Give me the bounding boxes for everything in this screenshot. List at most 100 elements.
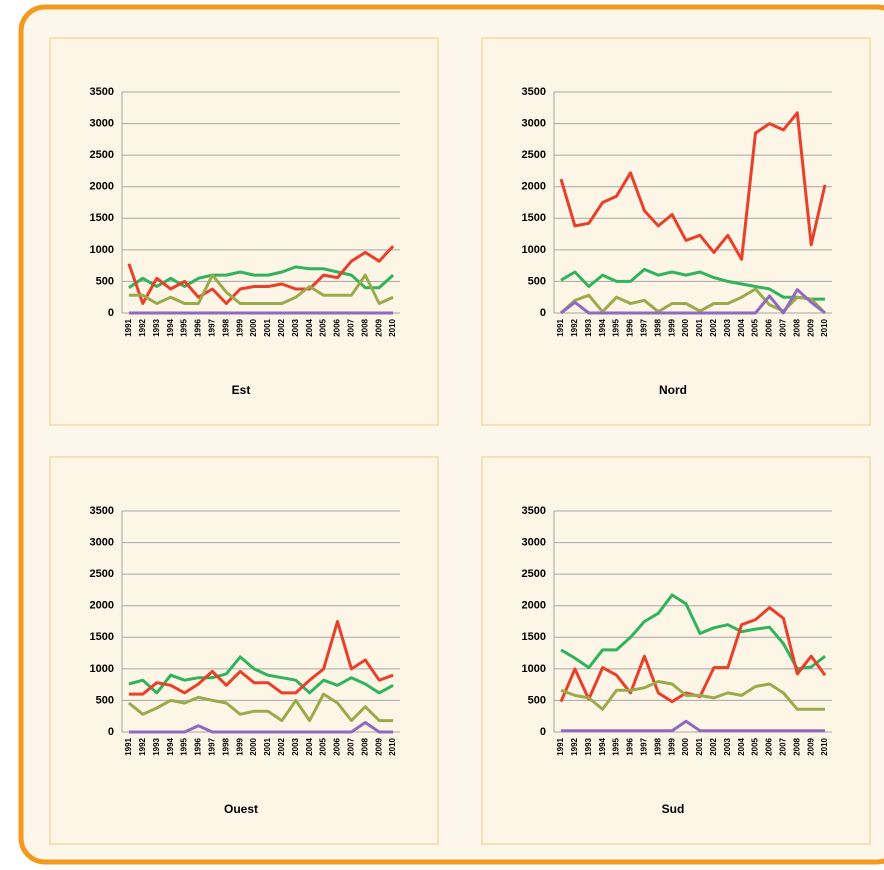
y-tick-label: 0 xyxy=(108,307,114,319)
x-tick-label: 2003 xyxy=(723,737,732,755)
x-tick-label: 2001 xyxy=(695,318,704,336)
x-tick-label: 2005 xyxy=(751,318,760,336)
x-tick-label: 2005 xyxy=(751,737,760,755)
x-tick-label: 2000 xyxy=(681,737,690,755)
x-tick-label: 1997 xyxy=(207,318,216,336)
x-tick-label: 1991 xyxy=(124,318,133,336)
x-tick-label: 2000 xyxy=(249,737,258,755)
y-tick-label: 3500 xyxy=(522,505,546,517)
x-tick-label: 1993 xyxy=(152,737,161,755)
series-line xyxy=(560,593,826,671)
x-tick-label: 1997 xyxy=(207,737,216,755)
x-tick-label: 2003 xyxy=(291,737,300,755)
y-tick-label: 2500 xyxy=(90,149,114,161)
x-tick-label: 2004 xyxy=(305,737,314,755)
series-line xyxy=(127,692,394,723)
y-tick-label: 3000 xyxy=(522,536,546,548)
y-tick-label: 2000 xyxy=(90,181,114,193)
x-tick-label: 2006 xyxy=(333,737,342,755)
x-tick-label: 2007 xyxy=(778,737,787,755)
x-tick-label: 2007 xyxy=(778,318,787,336)
x-tick-label: 2001 xyxy=(263,737,272,755)
series-line xyxy=(128,620,394,696)
x-tick-label: 2002 xyxy=(277,318,286,336)
chart-panel xyxy=(481,37,871,426)
x-tick-label: 2004 xyxy=(305,318,314,336)
x-tick-label: 1998 xyxy=(653,737,662,755)
x-tick-label: 1999 xyxy=(667,737,676,755)
x-tick-label: 1993 xyxy=(584,318,593,336)
y-tick-label: 2500 xyxy=(522,149,546,161)
x-tick-label: 1995 xyxy=(612,318,621,336)
x-tick-label: 1992 xyxy=(138,737,147,755)
y-tick-label: 0 xyxy=(540,726,546,738)
x-tick-label: 1997 xyxy=(639,737,648,755)
x-tick-label: 2002 xyxy=(277,737,286,755)
chart-title: Nord xyxy=(659,383,687,397)
y-tick-label: 500 xyxy=(96,275,114,287)
x-tick-label: 1994 xyxy=(166,737,175,755)
x-tick-label: 1997 xyxy=(639,318,648,336)
x-tick-label: 1992 xyxy=(570,737,579,755)
x-tick-label: 2009 xyxy=(806,318,815,336)
y-tick-label: 0 xyxy=(540,307,546,319)
x-tick-label: 2006 xyxy=(765,318,774,336)
x-tick-label: 1992 xyxy=(570,318,579,336)
x-tick-label: 2009 xyxy=(374,318,383,336)
x-tick-label: 2003 xyxy=(723,318,732,336)
x-tick-label: 1993 xyxy=(584,737,593,755)
series-line xyxy=(128,273,394,305)
x-tick-label: 2000 xyxy=(249,318,258,336)
x-tick-label: 1998 xyxy=(653,318,662,336)
x-tick-label: 2008 xyxy=(792,737,801,755)
y-tick-label: 2500 xyxy=(90,568,114,580)
x-tick-label: 2002 xyxy=(709,318,718,336)
x-tick-label: 2009 xyxy=(374,737,383,755)
chart-title: Sud xyxy=(662,802,685,816)
x-tick-label: 1994 xyxy=(166,318,175,336)
y-tick-label: 1000 xyxy=(90,244,114,256)
chart-panel xyxy=(49,37,439,426)
x-tick-label: 2010 xyxy=(820,318,829,336)
series-line xyxy=(128,721,394,734)
x-tick-label: 1996 xyxy=(626,737,635,755)
x-tick-label: 2006 xyxy=(765,737,774,755)
x-tick-label: 1996 xyxy=(194,737,203,755)
x-tick-label: 1999 xyxy=(235,737,244,755)
y-tick-label: 2000 xyxy=(90,600,114,612)
series-line xyxy=(127,245,395,305)
series-line xyxy=(561,719,825,733)
x-tick-label: 2010 xyxy=(388,318,397,336)
series-line xyxy=(560,288,826,315)
x-tick-label: 1996 xyxy=(194,318,203,336)
x-tick-label: 2001 xyxy=(263,318,272,336)
y-tick-label: 500 xyxy=(528,275,546,287)
y-tick-label: 2000 xyxy=(522,600,546,612)
x-tick-label: 1998 xyxy=(221,318,230,336)
y-tick-label: 3000 xyxy=(90,117,114,129)
x-tick-label: 2002 xyxy=(709,737,718,755)
x-tick-label: 2001 xyxy=(695,737,704,755)
x-tick-label: 1995 xyxy=(180,737,189,755)
y-tick-label: 500 xyxy=(96,694,114,706)
x-tick-label: 2000 xyxy=(681,318,690,336)
x-tick-label: 2008 xyxy=(360,318,369,336)
x-tick-label: 1992 xyxy=(138,318,147,336)
x-tick-label: 1994 xyxy=(598,318,607,336)
x-tick-label: 2003 xyxy=(291,318,300,336)
x-tick-label: 1996 xyxy=(626,318,635,336)
y-tick-label: 3500 xyxy=(90,86,114,98)
x-tick-label: 1995 xyxy=(612,737,621,755)
y-tick-label: 2000 xyxy=(522,181,546,193)
y-tick-label: 3000 xyxy=(522,117,546,129)
y-tick-label: 3500 xyxy=(522,86,546,98)
x-tick-label: 2008 xyxy=(360,737,369,755)
x-tick-label: 2005 xyxy=(319,318,328,336)
y-tick-label: 1500 xyxy=(90,631,114,643)
chart-panel xyxy=(481,456,871,845)
chart-title: Ouest xyxy=(224,802,258,816)
x-tick-label: 2010 xyxy=(820,737,829,755)
series-line xyxy=(560,680,825,711)
y-tick-label: 1000 xyxy=(522,663,546,675)
